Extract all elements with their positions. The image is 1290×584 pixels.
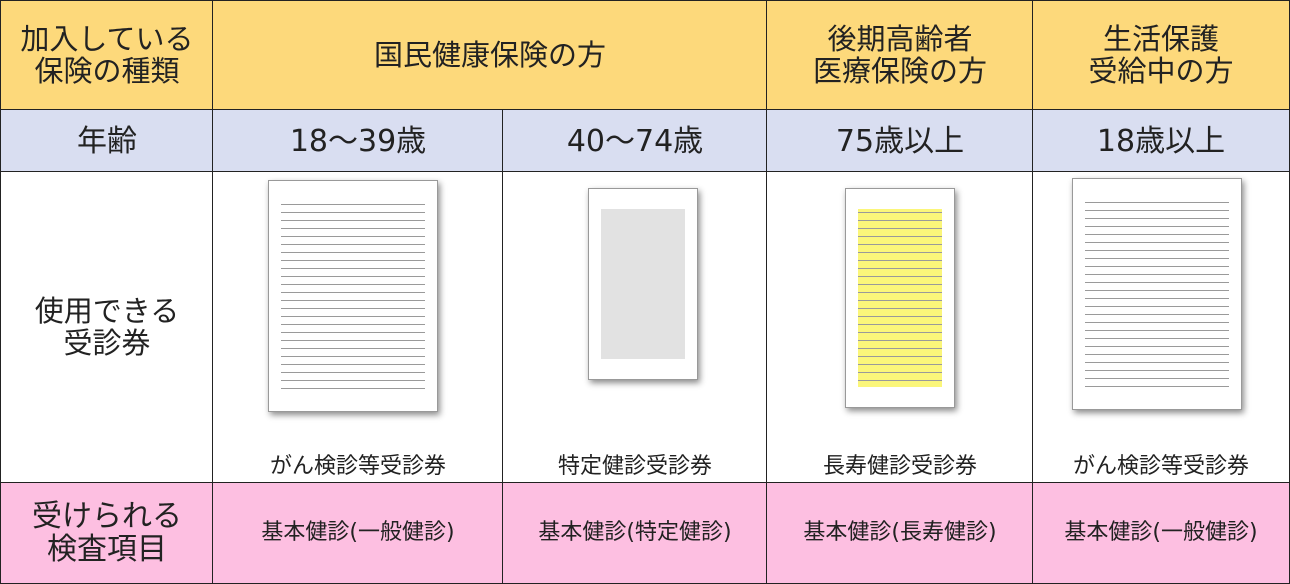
label-text: 受けられる [32,499,182,534]
header-text: 医療保険の方 [812,53,987,88]
voucher-label: がん検診等受診券 [1072,454,1249,479]
age-cell: 18～39歳 [212,109,504,173]
exam-cell: 基本健診(特定健診) [502,482,768,584]
header-cell: 生活保護 受給中の方 [1032,0,1290,111]
voucher-image [845,188,955,408]
header-text: 後期高齢者 [827,21,973,56]
header-text: 受給中の方 [1088,53,1234,88]
exam-text: 基本健診(一般健診) [261,519,455,545]
header-cell: 後期高齢者 医療保険の方 [766,0,1034,111]
exam-text: 基本健診(特定健診) [538,519,732,545]
age-cell: 75歳以上 [766,109,1034,173]
voucher-image [268,180,438,412]
age-text: 18歳以上 [1096,123,1226,159]
header-text: 加入している [20,21,194,56]
row-label: 年齢 [0,109,214,173]
exam-cell: 基本健診(一般健診) [212,482,504,584]
label-text: 検査項目 [47,532,167,567]
header-text: 生活保護 [1102,21,1219,56]
voucher-image [588,188,698,380]
row-label: 受けられる 検査項目 [0,482,214,584]
age-cell: 40～74歳 [502,109,768,173]
voucher-label: がん検診等受診券 [269,454,446,479]
label-text: 年齢 [77,123,137,159]
age-cell: 18歳以上 [1032,109,1290,173]
voucher-label: 長寿健診受診券 [822,454,977,479]
exam-text: 基本健診(一般健診) [1064,519,1258,545]
exam-cell: 基本健診(長寿健診) [766,482,1034,584]
label-text: 受診券 [63,325,151,360]
header-text: 国民健康保険の方 [373,37,606,72]
header-cell: 国民健康保険の方 [212,0,768,111]
voucher-label: 特定健診受診券 [557,454,712,479]
label-text: 使用できる [34,293,180,328]
header-text: 保険の種類 [34,53,180,88]
exam-cell: 基本健診(一般健診) [1032,482,1290,584]
age-text: 18～39歳 [289,123,427,159]
row-label: 使用できる 受診券 [0,171,214,484]
header-cell: 加入している 保険の種類 [0,0,214,111]
age-text: 40～74歳 [566,123,704,159]
voucher-image [1072,178,1242,410]
exam-text: 基本健診(長寿健診) [803,519,997,545]
age-text: 75歳以上 [835,123,965,159]
